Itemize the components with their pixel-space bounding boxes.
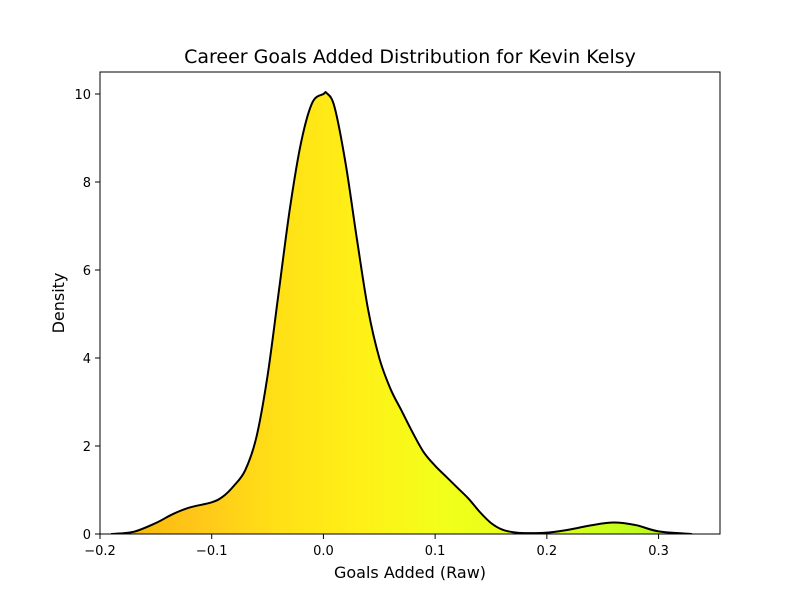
x-axis-label: Goals Added (Raw) xyxy=(334,563,486,582)
y-tick-label: 10 xyxy=(74,88,91,103)
y-tick-label: 2 xyxy=(83,440,91,455)
x-tick-label: 0.3 xyxy=(648,544,669,559)
density-line xyxy=(111,91,693,534)
y-tick-label: 4 xyxy=(83,352,91,367)
y-axis-label: Density xyxy=(49,273,68,334)
x-tick-label: −0.1 xyxy=(196,544,228,559)
chart-title: Career Goals Added Distribution for Kevi… xyxy=(184,46,636,68)
y-tick-label: 0 xyxy=(83,528,91,543)
x-tick-label: 0.1 xyxy=(425,544,446,559)
x-tick-label: 0.2 xyxy=(537,544,558,559)
y-tick-label: 6 xyxy=(83,264,91,279)
x-tick-label: −0.2 xyxy=(84,544,116,559)
density-area xyxy=(111,92,693,534)
y-tick-label: 8 xyxy=(83,176,91,191)
x-tick-label: 0.0 xyxy=(313,544,334,559)
axes-frame xyxy=(99,71,721,535)
plot-area: −0.2 −0.1 0.0 0.1 0.2 0.3 0 2 4 6 8 10 xyxy=(74,71,721,559)
